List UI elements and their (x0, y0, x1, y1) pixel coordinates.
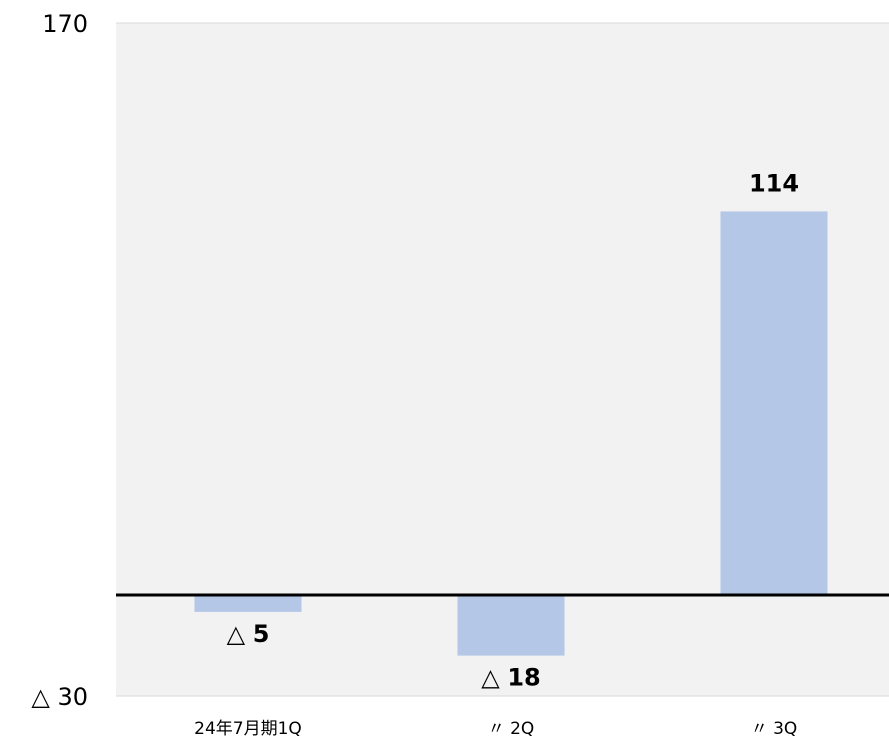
category-label: 24年7月期1Q (194, 719, 302, 739)
data-label-value: 18 (507, 664, 540, 692)
data-label-value: 5 (253, 620, 270, 648)
category-label: 〃 2Q (488, 719, 535, 739)
y-tick-label-max: 170 (42, 10, 88, 38)
category-label: 〃 3Q (751, 719, 798, 739)
data-label: △ 5 (227, 620, 270, 648)
y-tick-label-min: △ 30 (31, 683, 88, 711)
category-labels-group: 24年7月期1Q 〃 2Q 〃 3Q (194, 719, 797, 739)
bar (720, 211, 828, 596)
data-label-prefix: △ (481, 664, 507, 692)
data-label-value: 114 (749, 169, 799, 197)
bar (457, 595, 565, 656)
bars-group (194, 211, 828, 656)
data-label: 114 (749, 169, 799, 197)
data-label: △ 18 (481, 664, 541, 692)
bar (194, 595, 302, 612)
data-label-prefix: △ (227, 620, 253, 648)
